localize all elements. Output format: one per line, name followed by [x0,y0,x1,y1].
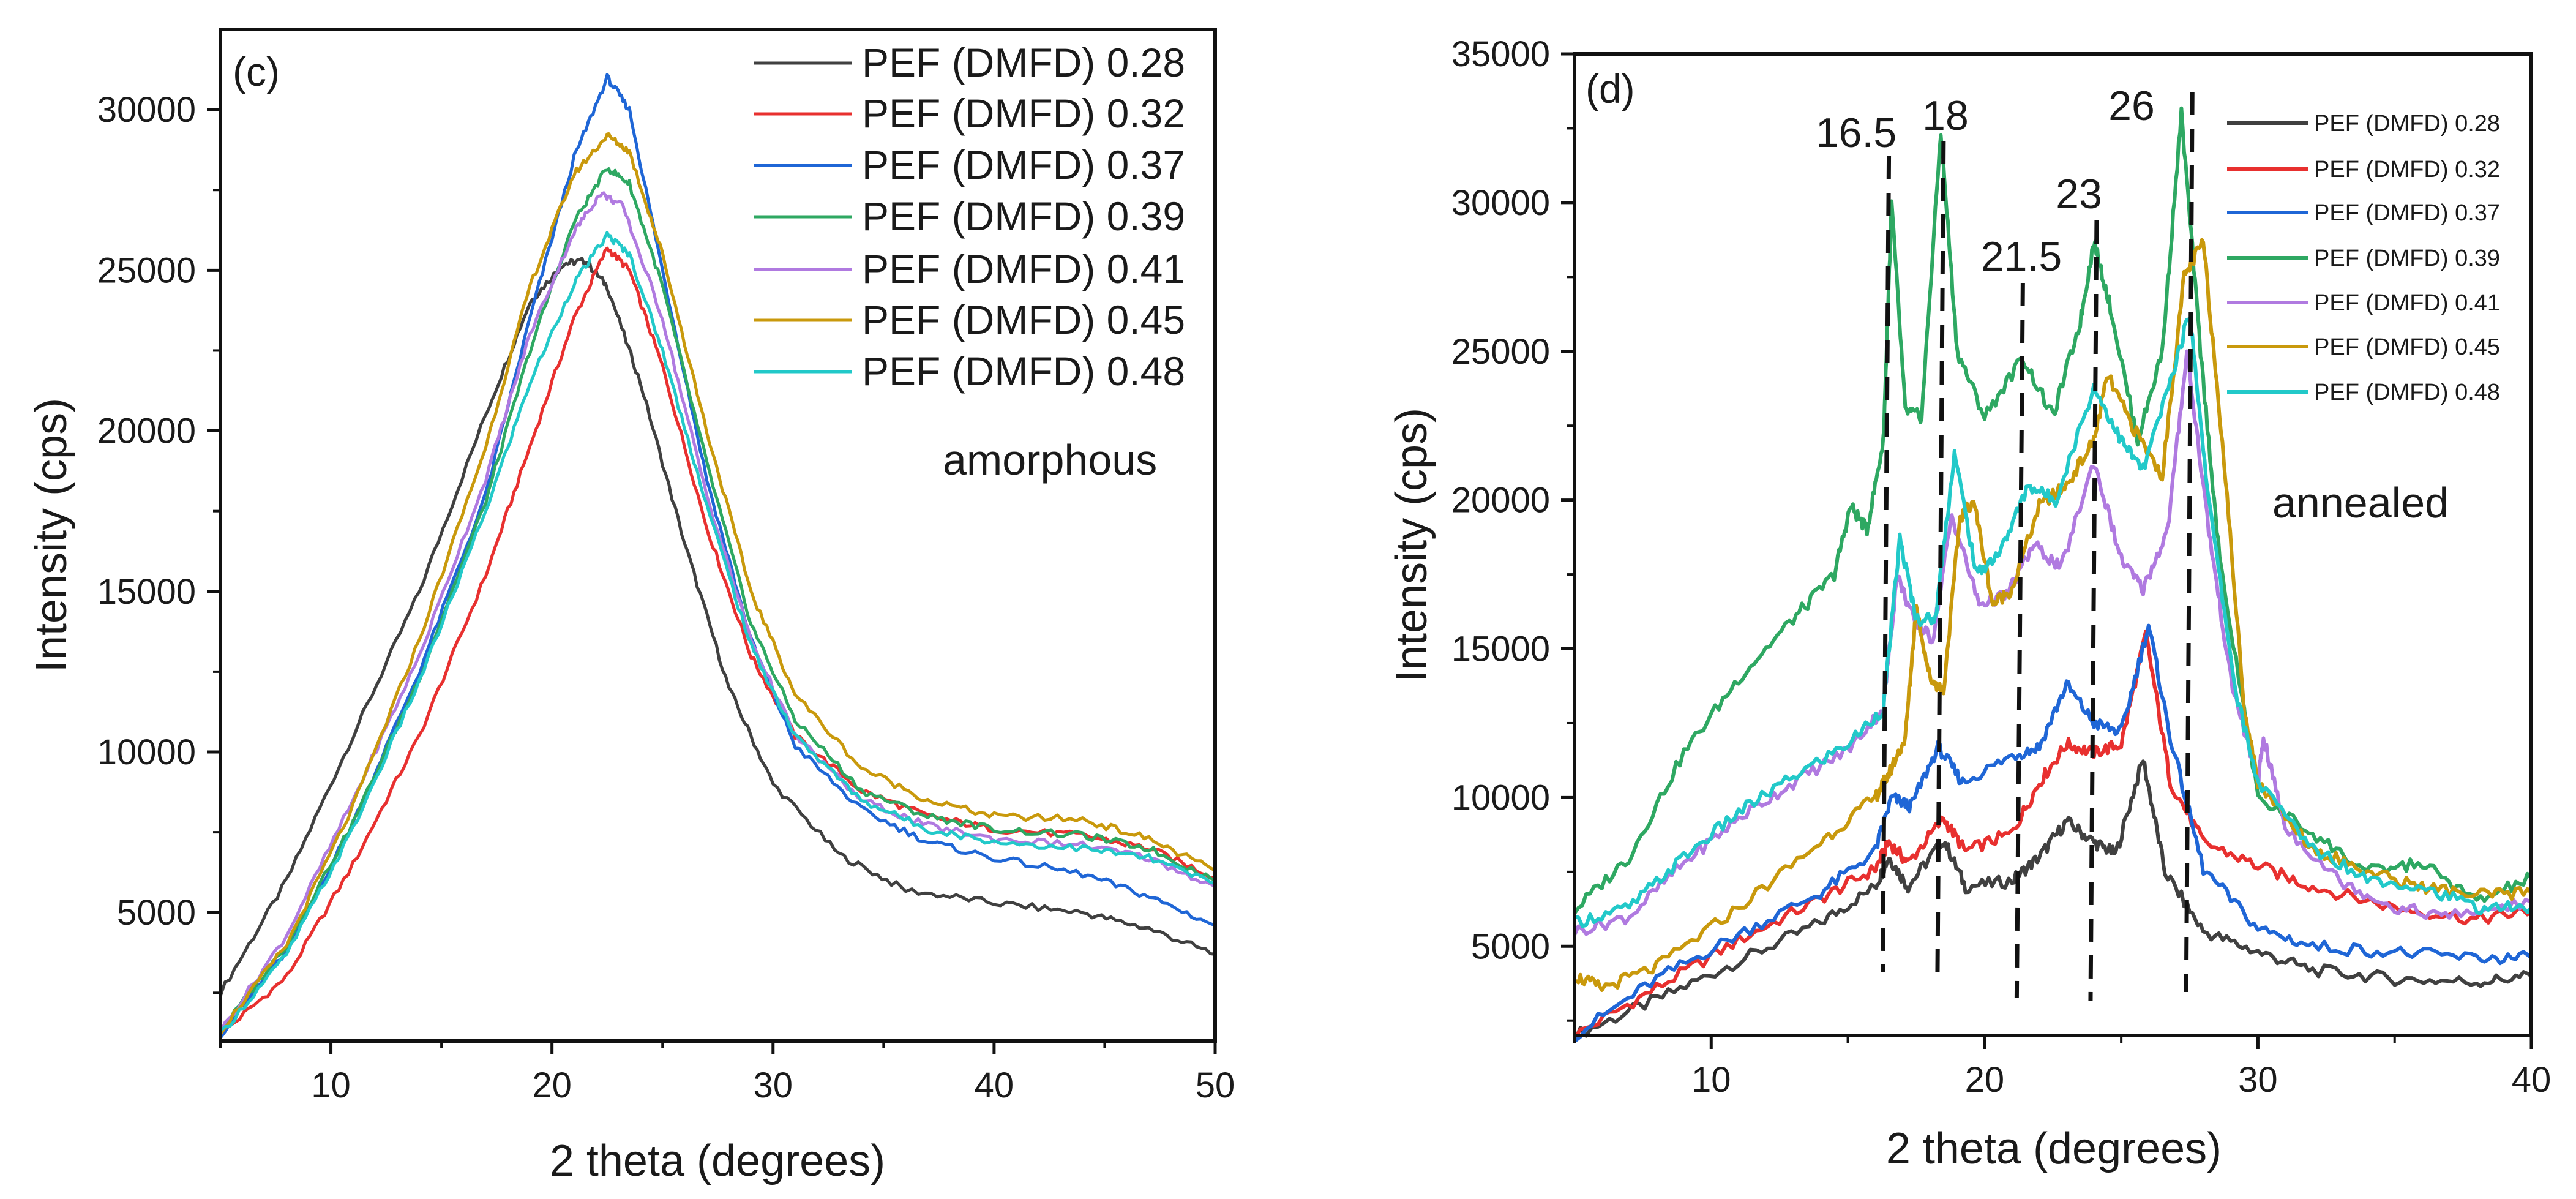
legend-d-label-4: PEF (DMFD) 0.41 [2314,290,2500,316]
legend-c-label-4: PEF (DMFD) 0.41 [862,246,1185,291]
legend-c-label-1: PEF (DMFD) 0.32 [862,91,1185,136]
series-line-c-0 [219,256,1216,997]
panel-c-x-title: 2 theta (degrees) [550,1137,885,1186]
panel-d: 10 20 30 40 5000 10000 15000 20000 25000 30000 350… [1387,34,2551,1173]
y-tick-label-c-10000: 10000 [97,732,196,772]
peak-marker-2 [2014,282,2025,999]
x-tick-label-c-10: 10 [311,1066,351,1105]
panel-c-annotation: amorphous [943,436,1157,484]
legend-d-label-0: PEF (DMFD) 0.28 [2314,111,2500,137]
y-tick-label-c-15000: 15000 [97,572,196,612]
panel-c: 10 20 30 40 5050001000015000200002500030000 … [27,28,1235,1186]
y-tick-label-c-5000: 5000 [117,893,196,933]
peak-label-26: 26 [2108,83,2155,129]
series-line-c-6 [219,231,1216,1032]
series-line-d-0 [1573,759,2533,1043]
y-tick-label-d-25000: 25000 [1451,332,1550,372]
series-line-d-5 [1574,238,2533,992]
legend-c-label-3: PEF (DMFD) 0.39 [862,194,1185,239]
peak-marker-3 [2088,220,2099,1002]
y-tick-label-d-35000: 35000 [1451,34,1550,74]
y-tick-label-d-20000: 20000 [1451,481,1550,521]
y-tick-label-c-20000: 20000 [97,412,196,451]
panel-d-x-title: 2 theta (degrees) [1886,1124,2222,1173]
legend-c-label-6: PEF (DMFD) 0.48 [862,348,1185,394]
panel-c-frame [219,28,1217,1043]
x-tick-label-d-20: 20 [1965,1060,2005,1100]
peak-marker-0 [1881,156,1892,973]
y-tick-label-c-25000: 25000 [97,250,196,290]
series-line-c-2 [219,73,1216,1039]
series-line-c-5 [219,132,1216,1036]
x-tick-label-c-20: 20 [532,1066,572,1105]
series-line-d-1 [1573,629,2533,1040]
legend-d-label-5: PEF (DMFD) 0.45 [2314,334,2500,360]
peak-label-21-5: 21.5 [1981,233,2062,280]
legend-d-label-2: PEF (DMFD) 0.37 [2314,200,2500,226]
y-tick-label-c-30000: 30000 [97,90,196,130]
panel-d-annotation: annealed [2272,479,2449,527]
panel-d-label: (d) [1586,66,1635,111]
y-tick-label-d-5000: 5000 [1471,927,1550,966]
y-tick-label-d-10000: 10000 [1451,778,1550,818]
panel-c-series [219,73,1216,1039]
series-line-d-2 [1573,623,2533,1043]
panel-d-frame [1573,52,2533,1037]
panel-d-series [1573,106,2533,1043]
x-tick-label-d-40: 40 [2512,1060,2552,1100]
legend-c-label-2: PEF (DMFD) 0.37 [862,142,1185,187]
series-line-d-6 [1574,317,2533,928]
x-tick-label-d-10: 10 [1691,1060,1731,1100]
x-tick-label-c-30: 30 [754,1066,793,1105]
panel-d-y-title: Intensity (cps) [1387,408,1436,682]
panel-c-y-title: Intensity (cps) [27,398,76,672]
legend-c-label-5: PEF (DMFD) 0.45 [862,297,1185,342]
peak-marker-1 [1935,140,1946,980]
legend-d-label-3: PEF (DMFD) 0.39 [2314,246,2500,271]
panel-d-legend: PEF (DMFD) 0.28 PEF (DMFD) 0.32 PEF (DMF… [2227,111,2500,405]
peak-label-23: 23 [2056,171,2102,217]
panel-d-peak-markers [1881,91,2195,1002]
legend-c-label-0: PEF (DMFD) 0.28 [862,40,1185,85]
panel-c-ticks: 10 20 30 40 50 5000 10000 15000 20000 25000 30000 [97,90,1235,1105]
x-tick-label-c-50: 50 [1196,1066,1235,1105]
legend-d-label-6: PEF (DMFD) 0.48 [2314,380,2500,405]
x-tick-label-d-30: 30 [2238,1060,2278,1100]
x-tick-label-c-40: 40 [975,1066,1014,1105]
y-tick-label-d-15000: 15000 [1451,630,1550,669]
panel-c-label: (c) [233,49,280,94]
panel-c-legend: PEF (DMFD) 0.28 PEF (DMFD) 0.32 PEF (DMF… [754,40,1185,394]
series-line-d-4 [1573,349,2532,936]
peak-label-18: 18 [1922,92,1969,139]
legend-d-label-1: PEF (DMFD) 0.32 [2314,157,2500,182]
y-tick-label-d-30000: 30000 [1451,183,1550,223]
peak-marker-4 [2184,91,2195,993]
panel-d-ticks: 10 20 30 40 5000 10000 15000 20000 25000 30000 350… [1451,34,2552,1100]
peak-label-16-5: 16.5 [1816,110,1896,156]
